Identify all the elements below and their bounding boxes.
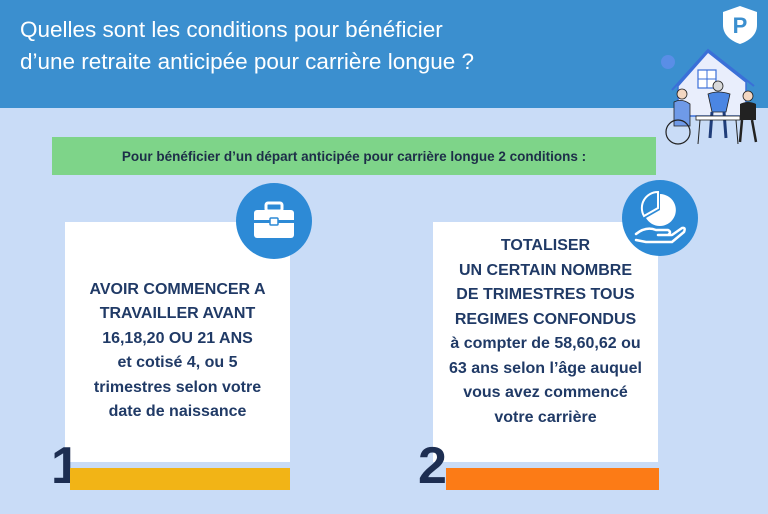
condition-2-line: DE TRIMESTRES TOUS <box>456 286 635 303</box>
conditions-banner: Pour bénéficier d’un départ anticipée po… <box>52 137 656 175</box>
condition-2-accent-bar <box>446 468 659 490</box>
briefcase-icon <box>254 201 294 238</box>
title-line-2: d’une retraite anticipée pour carrière l… <box>20 49 475 74</box>
condition-1-line: 16,18,20 OU 21 ANS <box>102 329 253 347</box>
briefcase-circle <box>236 183 312 259</box>
condition-2-text: TOTALISER UN CERTAIN NOMBRE DE TRIMESTRE… <box>449 234 642 430</box>
condition-1-text: AVOIR COMMENCER A TRAVAILLER AVANT 16,18… <box>90 278 266 425</box>
condition-1-line: date de naissance <box>108 403 247 420</box>
logo-letter: P <box>733 13 748 38</box>
condition-1-line: et cotisé 4, ou 5 <box>117 354 238 371</box>
condition-1-accent-bar <box>70 468 290 490</box>
header-band <box>0 0 768 108</box>
condition-2-line: REGIMES CONFONDUS <box>454 310 637 328</box>
seniors-house-illustration <box>661 48 758 145</box>
hand-pie-chart-icon <box>634 190 686 244</box>
condition-2-line: votre carrière <box>494 408 597 426</box>
title-line-1: Quelles sont les conditions pour bénéfic… <box>20 17 443 42</box>
logo-icon: P <box>723 6 757 44</box>
hand-pie-chart-circle <box>622 180 698 256</box>
condition-2-line: vous avez commencé <box>463 384 628 401</box>
condition-1-line: TRAVAILLER AVANT <box>99 305 256 322</box>
page-title: Quelles sont les conditions pour bénéfic… <box>20 14 580 78</box>
condition-2-line: TOTALISER <box>500 237 591 254</box>
condition-2-line: à compter de 58,60,62 ou <box>450 335 641 352</box>
condition-1-line: AVOIR COMMENCER A <box>89 280 266 298</box>
condition-2-line: 63 ans selon l’âge auquel <box>449 359 642 377</box>
condition-2-line: UN CERTAIN NOMBRE <box>458 261 633 279</box>
condition-1-line: trimestres selon votre <box>93 378 262 396</box>
condition-number-2: 2 <box>418 437 447 495</box>
condition-card-2: TOTALISER UN CERTAIN NOMBRE DE TRIMESTRE… <box>433 222 658 462</box>
condition-card-1: AVOIR COMMENCER A TRAVAILLER AVANT 16,18… <box>65 222 290 462</box>
